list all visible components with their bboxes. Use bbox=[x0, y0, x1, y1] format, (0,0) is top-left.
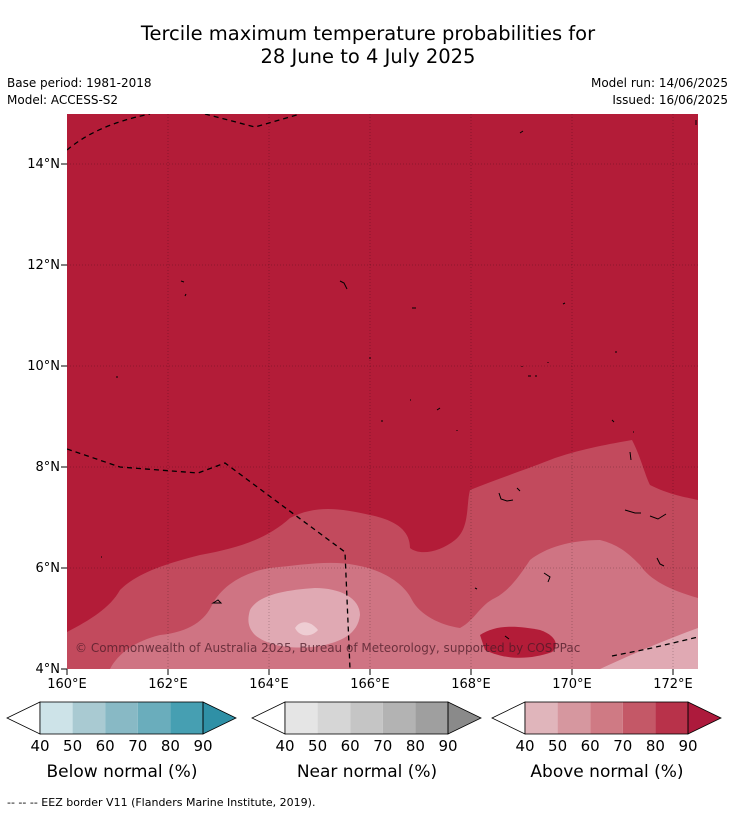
colorbar-segment bbox=[557, 702, 591, 734]
colorbar-max-extend bbox=[202, 701, 237, 735]
colorbar-tick-label: 90 bbox=[193, 737, 212, 755]
lon-label: 164°E bbox=[249, 677, 289, 692]
lat-label: 14°N bbox=[27, 157, 60, 172]
colorbar-segment bbox=[350, 702, 383, 734]
lon-label: 160°E bbox=[47, 677, 87, 692]
colorbar-tick-label: 60 bbox=[581, 737, 600, 755]
colorbar-segment bbox=[622, 702, 656, 734]
colorbar-below: 40 50 60 70 80 90 bbox=[6, 701, 237, 755]
colorbar-tick-label: 70 bbox=[128, 737, 147, 755]
legend-title-near: Near normal (%) bbox=[296, 762, 438, 782]
lat-label: 10°N bbox=[27, 359, 60, 374]
lat-label: 12°N bbox=[27, 258, 60, 273]
colorbar-tick-label: 40 bbox=[275, 737, 294, 755]
title-line-2: 28 June to 4 July 2025 bbox=[260, 45, 476, 68]
colorbar-tick-label: 80 bbox=[406, 737, 425, 755]
map-body: © Commonwealth of Australia 2025, Bureau… bbox=[67, 114, 698, 669]
colorbar-tick-label: 70 bbox=[613, 737, 632, 755]
colorbar-segment bbox=[590, 702, 623, 734]
colorbar-min-extend bbox=[491, 701, 526, 735]
colorbar-segment bbox=[170, 702, 203, 734]
colorbar-max-extend bbox=[687, 701, 722, 735]
lat-label: 4°N bbox=[36, 662, 61, 677]
legend-above-normal: 40 50 60 70 80 90 bbox=[491, 700, 722, 760]
map-title: Tercile maximum temperature probabilitie… bbox=[0, 22, 736, 68]
colorbar-segment bbox=[285, 702, 318, 734]
colorbar-tick-label: 60 bbox=[96, 737, 115, 755]
lon-label: 166°E bbox=[350, 677, 390, 692]
meta-left: Base period: 1981-2018 Model: ACCESS-S2 bbox=[7, 75, 152, 109]
region-above-50 bbox=[248, 588, 698, 669]
lat-axis: 14°N 12°N 10°N 8°N 6°N 4°N bbox=[27, 157, 67, 677]
colorbar-segment bbox=[317, 702, 351, 734]
colorbar-segment bbox=[137, 702, 171, 734]
colorbar-segment bbox=[415, 702, 448, 734]
colorbar-tick-label: 90 bbox=[678, 737, 697, 755]
region-above-80-pocket bbox=[480, 626, 556, 658]
colorbar-min-extend bbox=[251, 701, 286, 735]
colorbar-segment bbox=[525, 702, 558, 734]
legend-title-above: Above normal (%) bbox=[530, 762, 684, 782]
eez-borders bbox=[67, 114, 698, 669]
colorbar-segment bbox=[40, 702, 73, 734]
colorbar-outline bbox=[284, 701, 449, 735]
colorbar-max-extend bbox=[447, 701, 482, 735]
colorbar-tick-label: 60 bbox=[341, 737, 360, 755]
colorbar-segment bbox=[72, 702, 106, 734]
eez-footnote: -- -- -- EEZ border V11 (Flanders Marine… bbox=[7, 796, 316, 809]
region-above-40 bbox=[295, 622, 318, 636]
lon-axis: 160°E 162°E 164°E 166°E 168°E 170°E 172°… bbox=[47, 669, 693, 692]
probability-map: © Commonwealth of Australia 2025, Bureau… bbox=[27, 114, 698, 692]
islands bbox=[101, 120, 697, 640]
colorbar-tick-label: 40 bbox=[515, 737, 534, 755]
lat-label: 6°N bbox=[36, 561, 61, 576]
lat-label: 8°N bbox=[36, 460, 61, 475]
colorbar-tick-label: 80 bbox=[646, 737, 665, 755]
title-line-1: Tercile maximum temperature probabilitie… bbox=[140, 22, 596, 45]
lon-label: 162°E bbox=[148, 677, 188, 692]
colorbar-tick-label: 50 bbox=[548, 737, 567, 755]
colorbar-segment bbox=[655, 702, 688, 734]
legend-title-below: Below normal (%) bbox=[46, 762, 198, 782]
colorbar-tick-label: 80 bbox=[161, 737, 180, 755]
colorbar-min-extend bbox=[6, 701, 41, 735]
lon-label: 170°E bbox=[552, 677, 592, 692]
colorbar-tick-label: 50 bbox=[63, 737, 82, 755]
legend-below-normal: 40 50 60 70 80 90 bbox=[6, 700, 237, 760]
colorbar-tick-label: 40 bbox=[30, 737, 49, 755]
lon-label: 172°E bbox=[653, 677, 693, 692]
colorbar-outline bbox=[39, 701, 204, 735]
copyright-text: © Commonwealth of Australia 2025, Bureau… bbox=[75, 641, 580, 655]
graticule bbox=[67, 114, 698, 669]
colorbar-segment bbox=[382, 702, 416, 734]
issued-text: Issued: 16/06/2025 bbox=[612, 93, 728, 107]
colorbar-tick-label: 50 bbox=[308, 737, 327, 755]
model-run-text: Model run: 14/06/2025 bbox=[590, 76, 728, 90]
colorbar-segment bbox=[105, 702, 138, 734]
colorbar-outline bbox=[524, 701, 689, 735]
meta-right: Model run: 14/06/2025 Issued: 16/06/2025 bbox=[591, 75, 728, 109]
colorbar-near: 40 50 60 70 80 90 bbox=[251, 701, 482, 755]
colorbar-above: 40 50 60 70 80 90 bbox=[491, 701, 722, 755]
colorbar-tick-label: 90 bbox=[438, 737, 457, 755]
legend-near-normal: 40 50 60 70 80 90 bbox=[251, 700, 482, 760]
base-period-text: Base period: 1981-2018 bbox=[7, 76, 152, 90]
model-text: Model: ACCESS-S2 bbox=[7, 93, 119, 107]
lon-label: 168°E bbox=[451, 677, 491, 692]
colorbar-tick-label: 70 bbox=[373, 737, 392, 755]
